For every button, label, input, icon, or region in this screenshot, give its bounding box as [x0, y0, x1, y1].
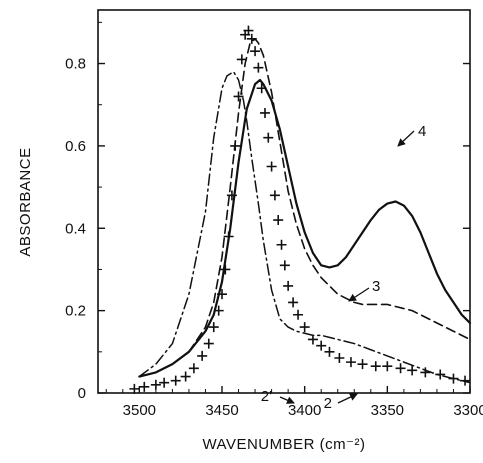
data-point — [324, 346, 335, 357]
data-point — [345, 357, 356, 368]
annotation-arrow — [279, 396, 295, 404]
x-tick-label: 3350 — [371, 402, 404, 419]
annotation-layer: 4 3 2' 2 — [261, 123, 427, 412]
plot-frame — [97, 9, 471, 394]
data-point — [435, 369, 446, 380]
data-point — [279, 260, 290, 271]
y-tick-label: 0.8 — [65, 56, 86, 73]
x-axis-title: WAVENUMBER (cm⁻²) — [202, 436, 365, 453]
y-tick-label: 0.4 — [65, 220, 86, 237]
data-point — [233, 91, 244, 102]
data-point — [293, 309, 304, 320]
data-point — [226, 190, 237, 201]
data-point — [334, 352, 345, 363]
y-tick-label: 0.2 — [65, 303, 86, 320]
series-line-2 — [138, 71, 471, 384]
data-point — [259, 107, 270, 118]
data-point — [170, 375, 181, 386]
annotation-arrow — [348, 287, 370, 302]
data-point — [357, 359, 368, 370]
series-2-markers — [129, 25, 471, 394]
annotation-label: 3 — [372, 278, 380, 295]
data-point — [269, 190, 280, 201]
data-point — [370, 361, 381, 372]
data-point — [283, 280, 294, 291]
data-point — [246, 33, 257, 44]
data-point — [250, 46, 261, 57]
data-point — [307, 334, 318, 345]
data-point — [256, 83, 267, 94]
data-point — [395, 363, 406, 374]
data-point — [129, 383, 140, 394]
x-tick-label: 3400 — [288, 402, 321, 419]
data-point — [276, 239, 287, 250]
y-tick-label: 0.6 — [65, 138, 86, 155]
data-point — [407, 365, 418, 376]
data-point — [223, 231, 234, 242]
data-point — [420, 367, 431, 378]
data-point — [203, 338, 214, 349]
data-point — [316, 340, 327, 351]
data-point — [188, 363, 199, 374]
x-tick-label: 3450 — [205, 402, 238, 419]
data-point — [448, 373, 459, 384]
data-point — [180, 371, 191, 382]
data-point — [263, 132, 274, 143]
data-point — [253, 62, 264, 73]
annotation-arrow — [337, 393, 358, 404]
data-point — [150, 379, 161, 390]
data-point — [299, 322, 310, 333]
data-point — [460, 375, 471, 386]
data-point — [159, 377, 170, 388]
annotation-label: 4 — [418, 123, 426, 140]
y-tick-label: 0 — [78, 385, 86, 402]
annotation-arrow — [397, 130, 415, 147]
y-axis-title: ABSORBANCE — [17, 147, 34, 256]
data-point — [243, 25, 254, 36]
series-line-0 — [138, 78, 472, 378]
series-layer — [129, 25, 472, 394]
data-point — [273, 215, 284, 226]
data-point — [288, 297, 299, 308]
annotation-label: 2 — [324, 395, 332, 412]
data-point — [139, 381, 150, 392]
data-point — [266, 161, 277, 172]
x-tick-label: 3300 — [453, 402, 483, 419]
data-point — [197, 350, 208, 361]
data-point — [230, 140, 241, 151]
series-line-1 — [138, 38, 471, 378]
data-point — [208, 322, 219, 333]
y-axis: 0 0.2 0.4 0.6 0.8 — [65, 21, 470, 402]
data-point — [236, 54, 247, 65]
data-point — [213, 305, 224, 316]
data-point — [220, 264, 231, 275]
x-tick-label: 3500 — [123, 402, 156, 419]
annotation-label: 2' — [261, 388, 272, 405]
data-point — [217, 289, 227, 300]
x-axis: 3500 3450 3400 3350 3300 — [105, 386, 483, 419]
data-point — [382, 361, 393, 372]
